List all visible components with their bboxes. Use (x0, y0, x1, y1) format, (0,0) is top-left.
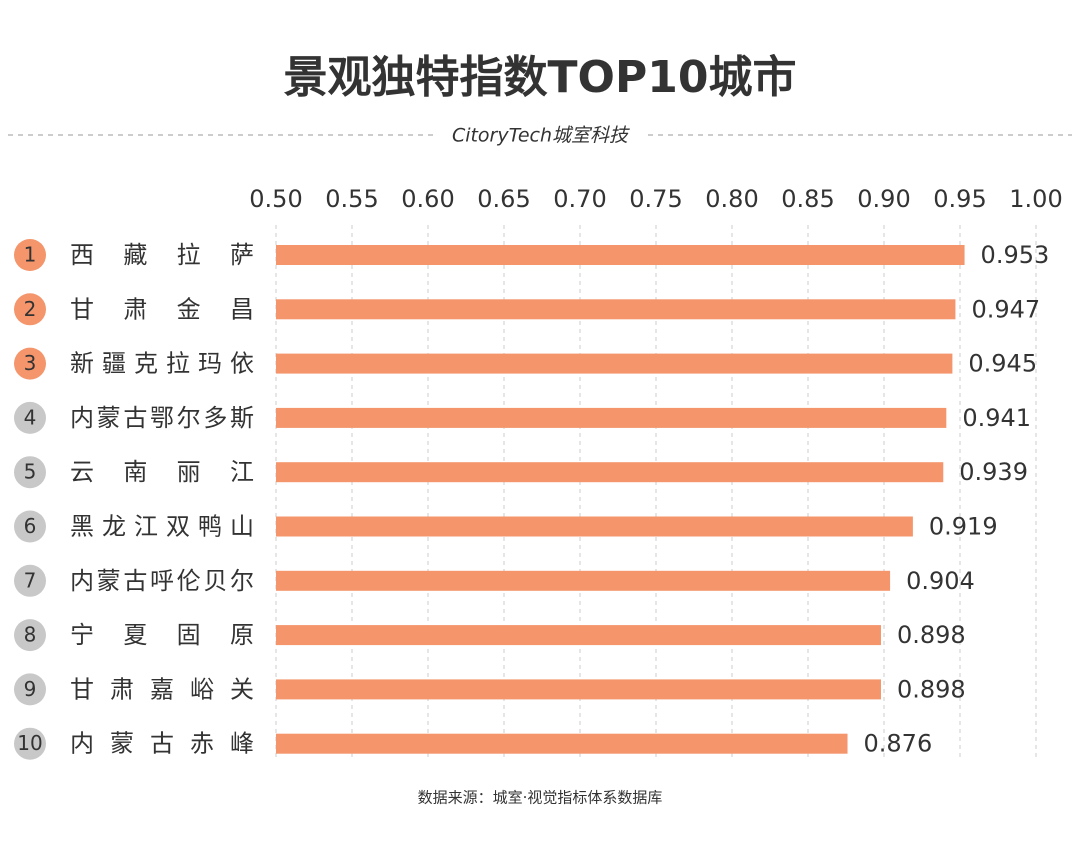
rank-badge (14, 510, 46, 543)
bar (276, 245, 965, 265)
x-tick-label: 0.90 (857, 185, 910, 213)
value-label: 0.904 (906, 567, 975, 595)
value-label: 0.876 (864, 730, 933, 758)
bar (276, 625, 881, 646)
rank-badge (14, 673, 46, 706)
x-tick-label: 0.80 (705, 185, 758, 213)
bar (276, 407, 947, 428)
rank-label: 9 (24, 677, 37, 701)
rank-label: 7 (24, 568, 37, 592)
x-tick-label: 0.65 (477, 185, 530, 213)
rank-badge (14, 293, 46, 326)
bar (276, 733, 848, 754)
value-label: 0.945 (968, 350, 1037, 378)
value-label: 0.898 (897, 675, 966, 703)
x-tick-label: 0.60 (401, 185, 454, 213)
x-tick-label: 0.55 (325, 185, 378, 213)
bar (276, 462, 944, 483)
rank-badge (14, 456, 46, 489)
category-label: 内蒙古呼伦贝尔 (70, 567, 254, 595)
rank-label: 5 (24, 460, 37, 484)
x-tick-label: 0.85 (781, 185, 834, 213)
rank-badge (14, 727, 46, 760)
value-label: 0.953 (981, 241, 1050, 269)
x-tick-label: 0.50 (249, 185, 302, 213)
value-label: 0.947 (971, 295, 1040, 323)
category-label: 内蒙古鄂尔多斯 (70, 404, 254, 432)
logo-bg (435, 120, 645, 150)
bar (276, 299, 956, 320)
bar (276, 353, 953, 374)
source: 数据来源：城室·视觉指标体系数据库 (418, 789, 663, 807)
rank-label: 6 (24, 514, 37, 538)
rank-label: 2 (24, 297, 37, 321)
rank-label: 10 (17, 731, 42, 755)
value-label: 0.898 (897, 621, 966, 649)
rank-badge (14, 619, 46, 652)
rank-label: 4 (24, 405, 37, 429)
bar (276, 679, 881, 700)
value-label: 0.941 (962, 404, 1031, 432)
x-tick-label: 1.00 (1009, 185, 1062, 213)
bar (276, 570, 891, 591)
rank-label: 1 (24, 243, 37, 267)
rank-badge (14, 347, 46, 380)
bar (276, 516, 913, 537)
rank-label: 8 (24, 623, 37, 647)
value-label: 0.939 (959, 458, 1028, 486)
x-tick-label: 0.95 (933, 185, 986, 213)
rank-badge (14, 564, 46, 597)
rank-badge (14, 401, 46, 434)
rank-label: 3 (24, 351, 37, 375)
logo: CitoryTech城室科技 (452, 125, 630, 147)
rank-badge (14, 239, 46, 271)
x-tick-label: 0.75 (629, 185, 682, 213)
chart-title: 景观独特指数TOP10城市 (284, 52, 797, 103)
value-label: 0.919 (929, 513, 998, 541)
x-tick-label: 0.70 (553, 185, 606, 213)
